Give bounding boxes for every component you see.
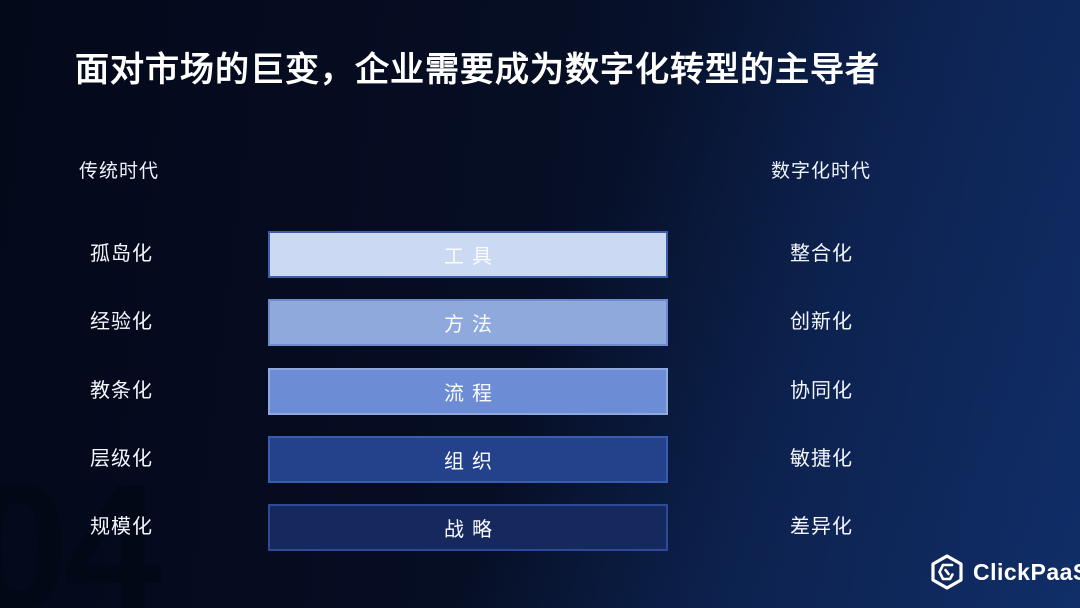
digital-era-item-label: 协同化: [790, 379, 853, 402]
transition-bar-label: 方法: [444, 312, 500, 337]
comparison-row: 规模化 战略 差异化: [0, 504, 1080, 551]
transition-bar: 方法: [268, 299, 668, 347]
digital-era-item-label: 创新化: [790, 311, 853, 334]
brand-name: ClickPaaS: [973, 558, 1080, 585]
transition-bar-label: 工具: [444, 244, 500, 268]
digital-era-item-label: 敏捷化: [790, 447, 853, 470]
digital-era-item-label: 差异化: [790, 516, 853, 538]
transition-bar: 战略: [268, 504, 668, 551]
comparison-row: 经验化 方法 创新化: [0, 299, 1080, 347]
traditional-era-item-label: 孤岛化: [90, 243, 153, 265]
brand-logo: ClickPaaS: [930, 554, 1080, 590]
traditional-era-item-label: 规模化: [90, 516, 153, 538]
page-number-watermark: 04: [0, 447, 162, 608]
digital-era-heading: 数字化时代: [771, 161, 872, 182]
transition-bar: 组织: [268, 435, 668, 483]
transition-bar: 工具: [268, 231, 668, 278]
traditional-era-item-label: 层级化: [90, 447, 153, 470]
transition-bar-label: 组织: [444, 448, 500, 473]
slide-title: 面对市场的巨变，企业需要成为数字化转型的主导者: [75, 51, 880, 89]
comparison-row: 层级化 组织 敏捷化: [0, 435, 1080, 483]
traditional-era-item-label: 经验化: [90, 311, 153, 334]
traditional-era-item-label: 教条化: [90, 379, 153, 402]
comparison-row: 孤岛化 工具 整合化: [0, 231, 1080, 278]
transition-bar: 流程: [268, 367, 668, 415]
traditional-era-heading: 传统时代: [79, 161, 160, 182]
transition-bar-label: 流程: [444, 380, 500, 405]
comparison-row: 教条化 流程 协同化: [0, 367, 1080, 415]
digital-era-item-label: 整合化: [790, 243, 853, 265]
transition-bar-label: 战略: [444, 517, 500, 541]
clickpaas-hexagon-icon: [931, 554, 963, 590]
